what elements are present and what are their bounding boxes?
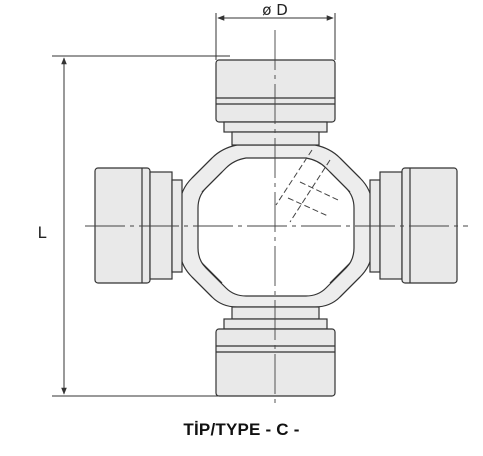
bearing-cup-left — [94, 167, 183, 284]
length-label: L — [38, 223, 47, 242]
bearing-cup-top — [215, 59, 336, 146]
type-caption: TİP/TYPE - C - — [183, 420, 300, 439]
hidden-oil-channel — [275, 149, 339, 223]
bearing-cup-bottom — [215, 306, 336, 397]
length-dimension — [52, 55, 230, 397]
center-lines — [85, 30, 468, 405]
bearing-cup-right — [369, 167, 458, 284]
diameter-label: ø D — [262, 1, 288, 19]
diameter-dimension — [215, 13, 336, 60]
